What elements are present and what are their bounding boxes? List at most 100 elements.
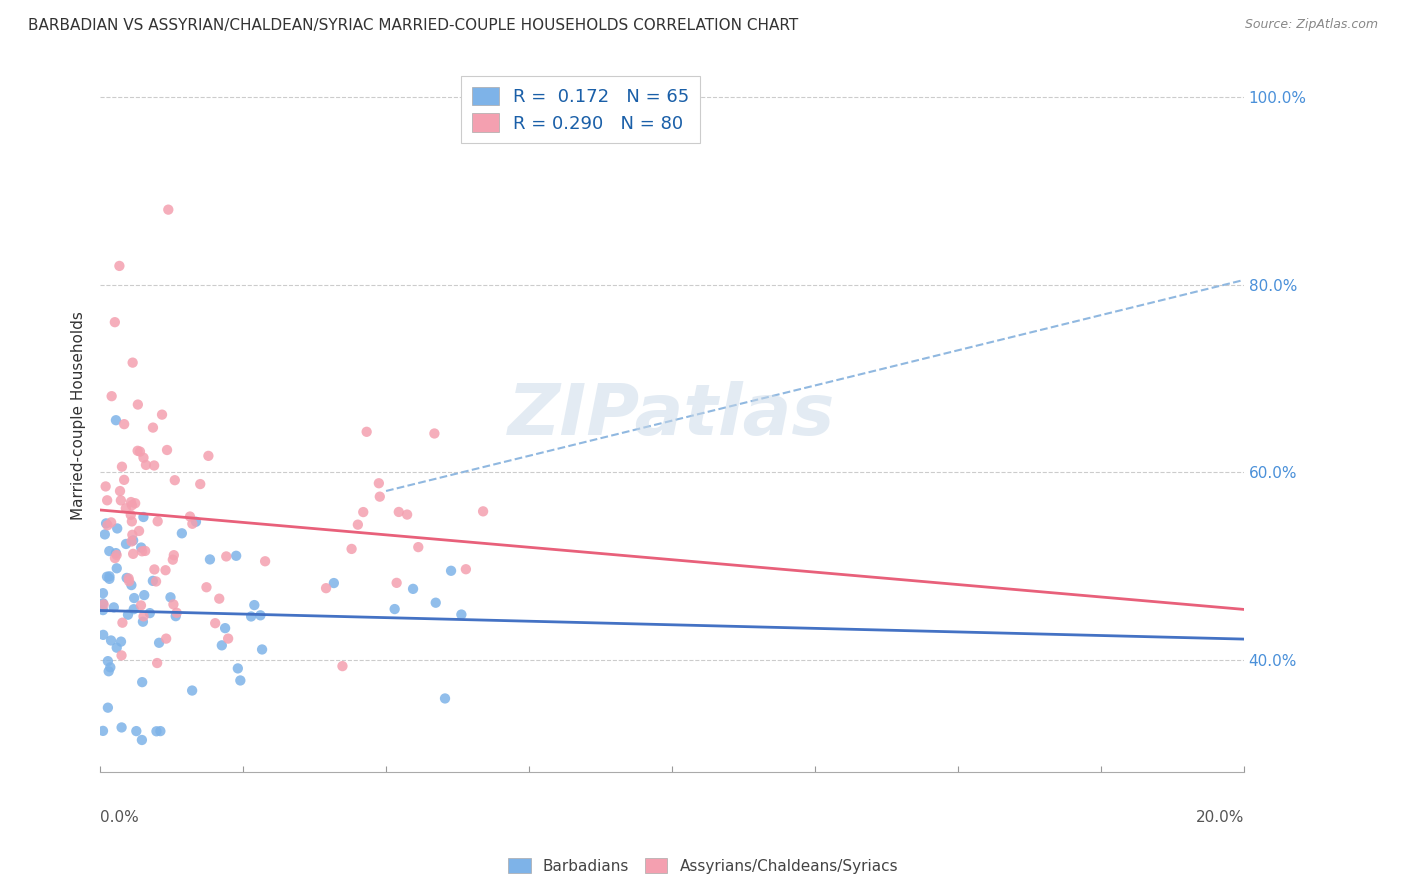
Assyrians/Chaldeans/Syriacs — [204, 616, 226, 631]
Assyrians/Chaldeans/Syriacs — [108, 259, 131, 273]
Barbadians — [149, 724, 172, 739]
Barbadians — [243, 598, 266, 612]
Assyrians/Chaldeans/Syriacs — [423, 426, 446, 441]
Barbadians — [131, 733, 153, 747]
Barbadians — [131, 675, 153, 690]
Assyrians/Chaldeans/Syriacs — [143, 562, 166, 576]
Assyrians/Chaldeans/Syriacs — [104, 551, 127, 566]
Assyrians/Chaldeans/Syriacs — [124, 496, 146, 510]
Barbadians — [105, 640, 128, 655]
Barbadians — [110, 634, 132, 648]
Assyrians/Chaldeans/Syriacs — [111, 459, 134, 474]
Barbadians — [105, 521, 128, 535]
Barbadians — [384, 602, 406, 616]
Assyrians/Chaldeans/Syriacs — [352, 505, 374, 519]
Text: 0.0%: 0.0% — [100, 810, 139, 825]
Barbadians — [91, 723, 114, 738]
Assyrians/Chaldeans/Syriacs — [93, 598, 115, 612]
Barbadians — [122, 533, 145, 548]
Barbadians — [425, 596, 447, 610]
Barbadians — [122, 591, 145, 605]
Assyrians/Chaldeans/Syriacs — [163, 548, 186, 562]
Barbadians — [94, 516, 117, 531]
Assyrians/Chaldeans/Syriacs — [408, 540, 430, 554]
Barbadians — [125, 724, 148, 739]
Barbadians — [226, 661, 249, 675]
Assyrians/Chaldeans/Syriacs — [121, 515, 143, 529]
Assyrians/Chaldeans/Syriacs — [135, 458, 157, 472]
Assyrians/Chaldeans/Syriacs — [146, 656, 169, 670]
Assyrians/Chaldeans/Syriacs — [254, 554, 277, 568]
Assyrians/Chaldeans/Syriacs — [112, 417, 135, 432]
Assyrians/Chaldeans/Syriacs — [155, 632, 177, 646]
Barbadians — [98, 544, 121, 558]
Assyrians/Chaldeans/Syriacs — [454, 562, 477, 576]
Barbadians — [214, 621, 236, 635]
Barbadians — [229, 673, 252, 688]
Assyrians/Chaldeans/Syriacs — [96, 493, 118, 508]
Barbadians — [434, 691, 457, 706]
Assyrians/Chaldeans/Syriacs — [132, 450, 155, 465]
Assyrians/Chaldeans/Syriacs — [163, 473, 186, 487]
Assyrians/Chaldeans/Syriacs — [100, 389, 122, 403]
Assyrians/Chaldeans/Syriacs — [356, 425, 378, 439]
Assyrians/Chaldeans/Syriacs — [368, 490, 391, 504]
Assyrians/Chaldeans/Syriacs — [118, 574, 141, 589]
Barbadians — [98, 572, 121, 586]
Barbadians — [110, 721, 132, 735]
Assyrians/Chaldeans/Syriacs — [215, 549, 238, 564]
Assyrians/Chaldeans/Syriacs — [96, 518, 118, 533]
Text: Source: ZipAtlas.com: Source: ZipAtlas.com — [1244, 18, 1378, 31]
Assyrians/Chaldeans/Syriacs — [195, 580, 218, 594]
Assyrians/Chaldeans/Syriacs — [129, 444, 152, 458]
Barbadians — [129, 541, 152, 555]
Barbadians — [103, 600, 125, 615]
Assyrians/Chaldeans/Syriacs — [117, 571, 139, 585]
Assyrians/Chaldeans/Syriacs — [112, 473, 135, 487]
Assyrians/Chaldeans/Syriacs — [197, 449, 219, 463]
Assyrians/Chaldeans/Syriacs — [134, 544, 156, 558]
Barbadians — [96, 570, 118, 584]
Assyrians/Chaldeans/Syriacs — [120, 495, 142, 509]
Assyrians/Chaldeans/Syriacs — [347, 517, 370, 532]
Assyrians/Chaldeans/Syriacs — [396, 508, 419, 522]
Barbadians — [98, 660, 121, 674]
Barbadians — [91, 628, 114, 642]
Assyrians/Chaldeans/Syriacs — [388, 505, 411, 519]
Barbadians — [142, 574, 165, 588]
Text: 20.0%: 20.0% — [1195, 810, 1244, 825]
Assyrians/Chaldeans/Syriacs — [150, 408, 173, 422]
Barbadians — [211, 638, 233, 652]
Barbadians — [148, 636, 170, 650]
Assyrians/Chaldeans/Syriacs — [188, 477, 211, 491]
Barbadians — [91, 596, 114, 610]
Assyrians/Chaldeans/Syriacs — [162, 552, 184, 566]
Assyrians/Chaldeans/Syriacs — [166, 606, 188, 620]
Barbadians — [91, 603, 114, 617]
Assyrians/Chaldeans/Syriacs — [156, 442, 179, 457]
Assyrians/Chaldeans/Syriacs — [100, 516, 122, 530]
Barbadians — [450, 607, 472, 622]
Assyrians/Chaldeans/Syriacs — [385, 575, 408, 590]
Barbadians — [145, 724, 167, 739]
Assyrians/Chaldeans/Syriacs — [129, 599, 152, 613]
Assyrians/Chaldeans/Syriacs — [121, 528, 143, 542]
Assyrians/Chaldeans/Syriacs — [94, 479, 117, 493]
Barbadians — [240, 609, 263, 624]
Assyrians/Chaldeans/Syriacs — [108, 483, 131, 498]
Barbadians — [91, 586, 114, 600]
Assyrians/Chaldeans/Syriacs — [104, 315, 127, 329]
Assyrians/Chaldeans/Syriacs — [120, 508, 142, 522]
Assyrians/Chaldeans/Syriacs — [128, 524, 150, 538]
Assyrians/Chaldeans/Syriacs — [332, 659, 354, 673]
Assyrians/Chaldeans/Syriacs — [110, 493, 132, 508]
Barbadians — [104, 546, 127, 560]
Barbadians — [159, 591, 181, 605]
Assyrians/Chaldeans/Syriacs — [143, 458, 166, 473]
Assyrians/Chaldeans/Syriacs — [145, 574, 167, 589]
Assyrians/Chaldeans/Syriacs — [142, 420, 165, 434]
Assyrians/Chaldeans/Syriacs — [155, 563, 177, 577]
Barbadians — [181, 683, 204, 698]
Assyrians/Chaldeans/Syriacs — [105, 548, 128, 562]
Barbadians — [122, 602, 145, 616]
